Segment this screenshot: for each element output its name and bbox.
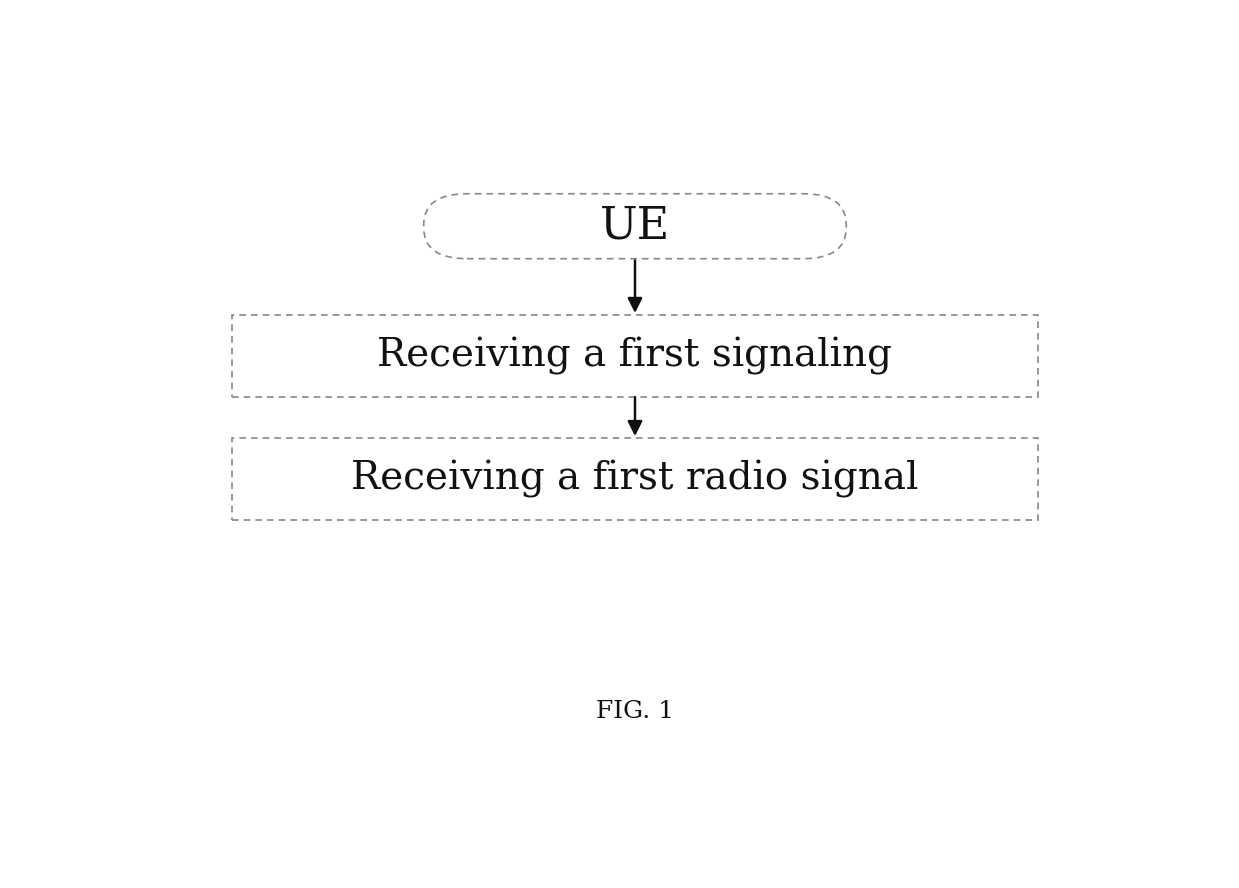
Text: FIG. 1: FIG. 1 xyxy=(596,700,674,723)
Text: UE: UE xyxy=(600,204,670,248)
FancyBboxPatch shape xyxy=(232,438,1038,520)
Text: Receiving a first signaling: Receiving a first signaling xyxy=(378,337,892,375)
Text: Receiving a first radio signal: Receiving a first radio signal xyxy=(352,460,918,498)
FancyBboxPatch shape xyxy=(424,194,846,258)
FancyBboxPatch shape xyxy=(232,315,1038,397)
